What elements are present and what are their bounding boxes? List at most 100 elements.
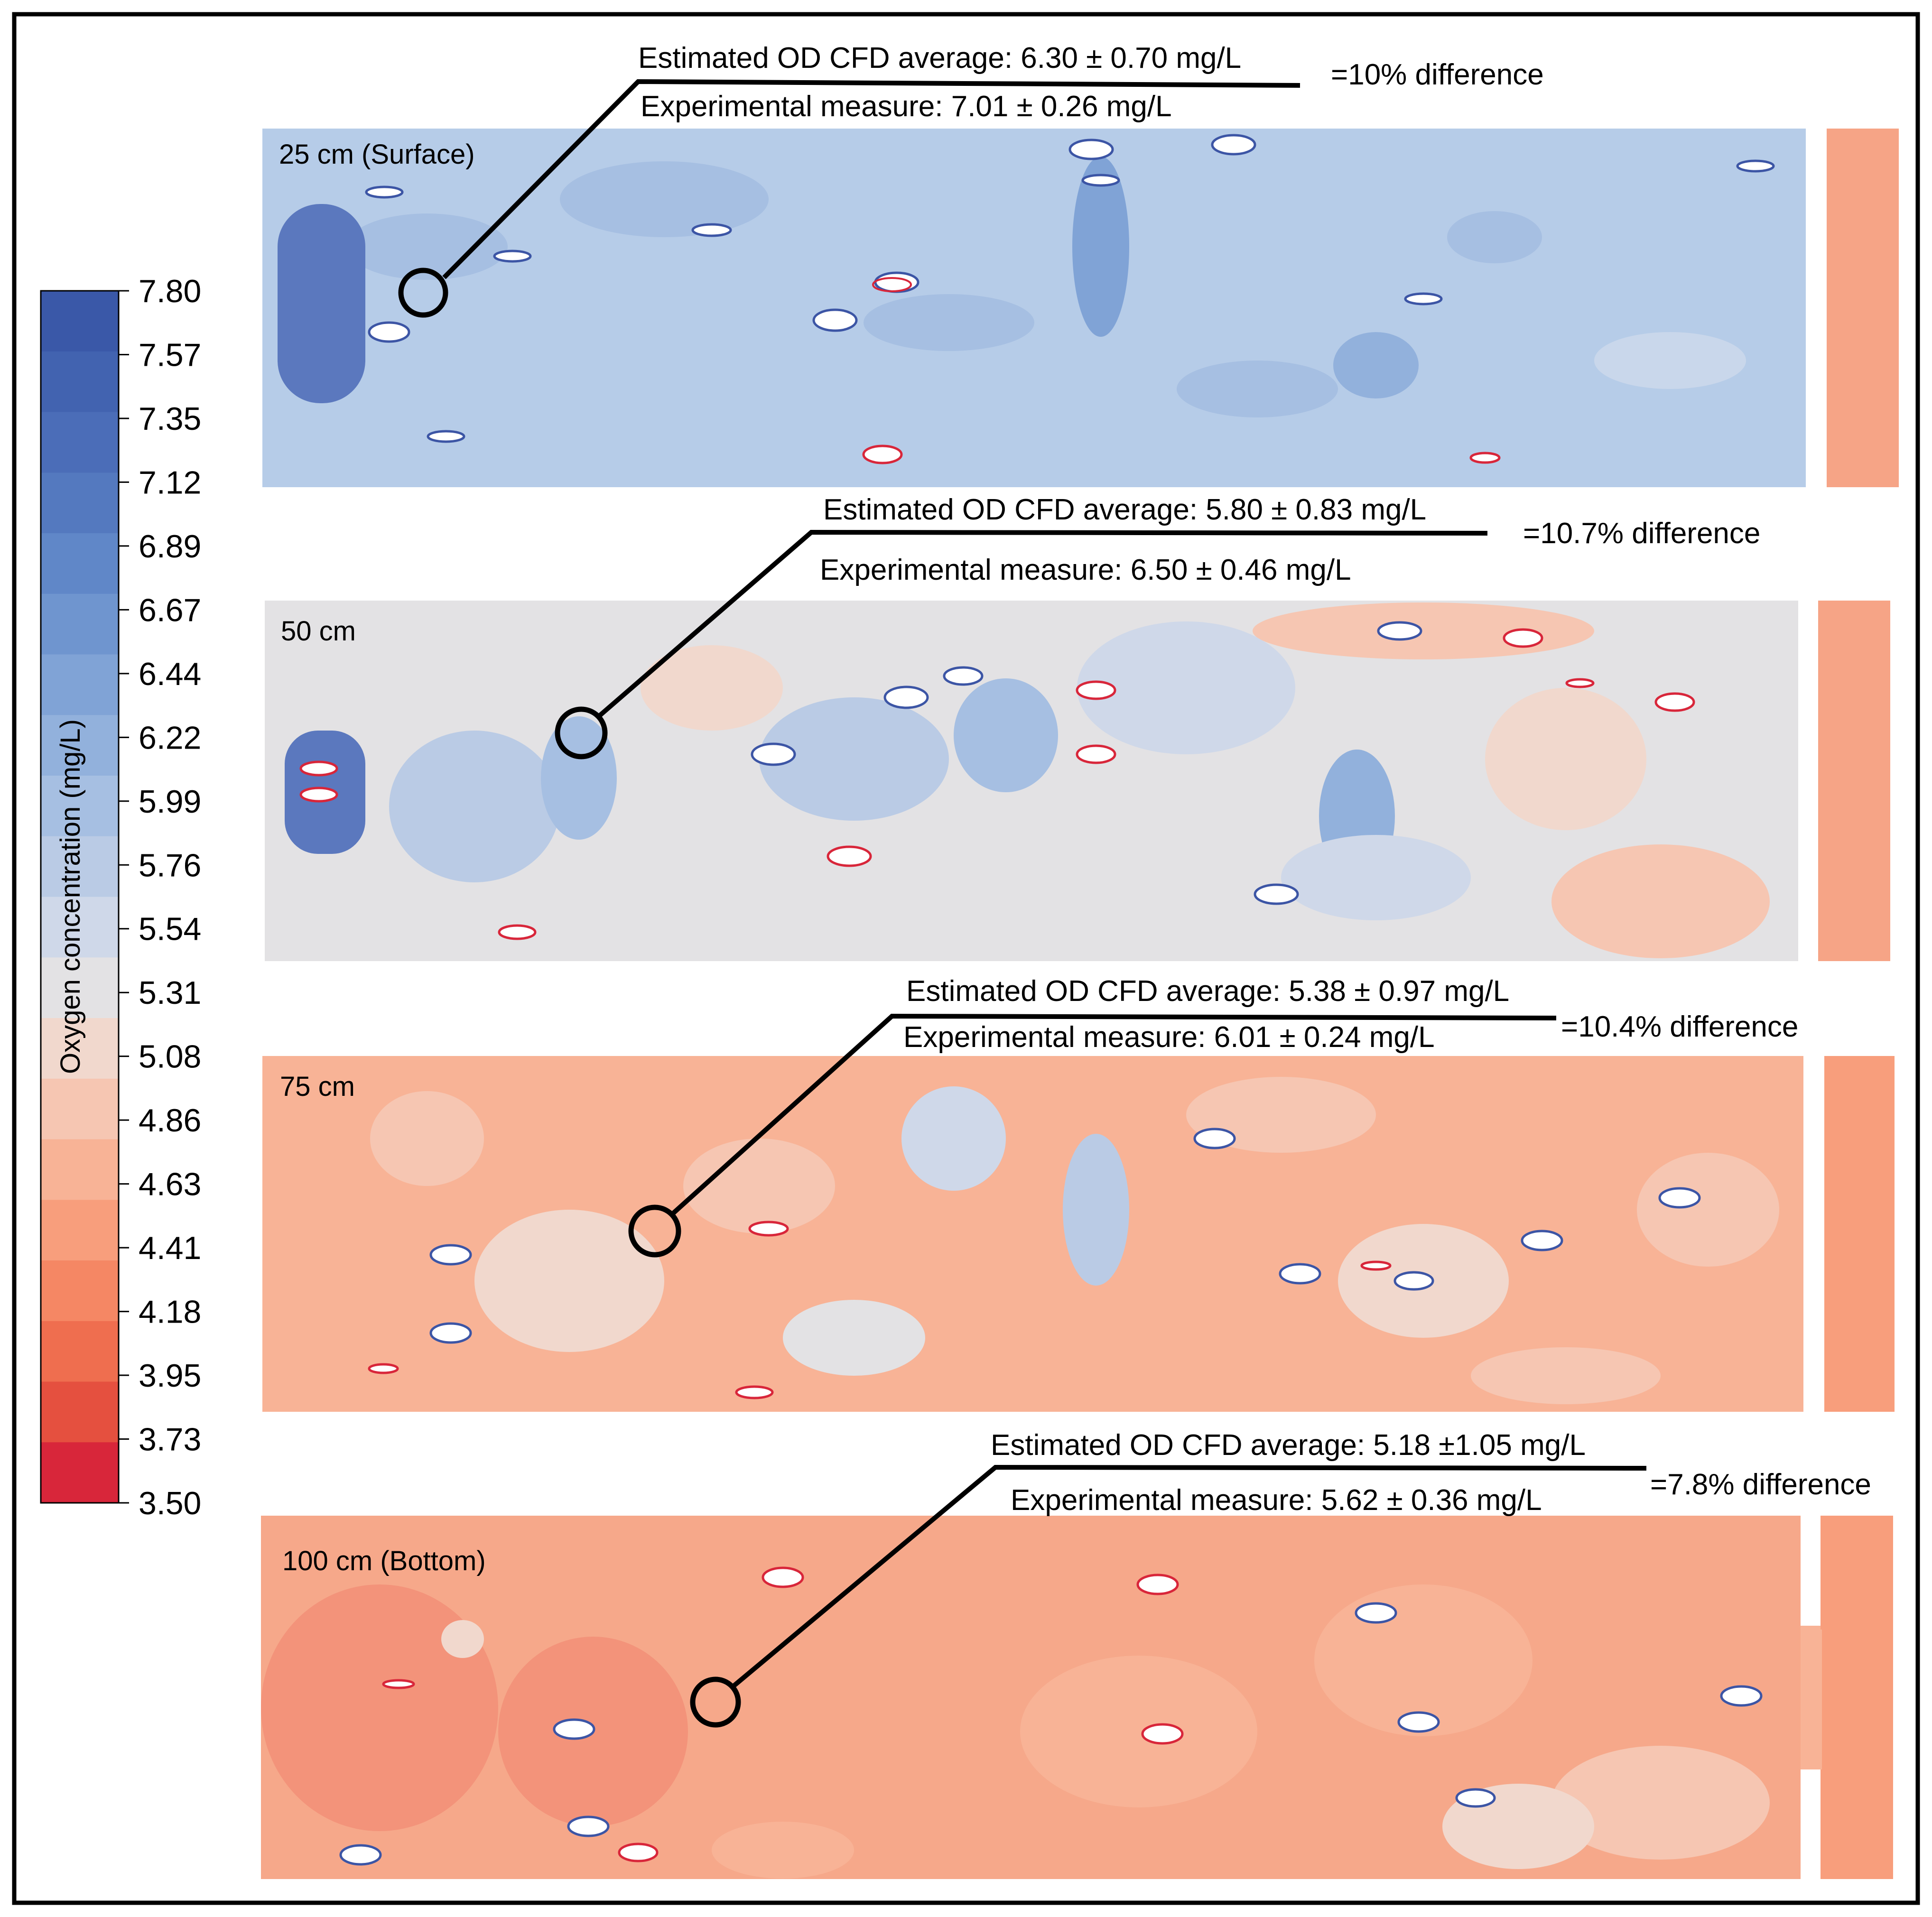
panel-50cm-cfd-label: Estimated OD CFD average: 5.80 ± 0.83 mg… xyxy=(823,493,1426,526)
panel-50cm-side-strip xyxy=(1818,601,1890,961)
colorbar-tick-label: 7.57 xyxy=(139,337,201,373)
colorbar-band xyxy=(41,593,119,655)
fish xyxy=(1141,1723,1184,1745)
fish xyxy=(368,1363,399,1374)
colorbar-band xyxy=(41,291,119,352)
colorbar-tick-label: 5.76 xyxy=(139,847,201,883)
fish xyxy=(762,1566,804,1588)
panel-100cm-side-strip xyxy=(1821,1516,1893,1879)
fish xyxy=(1720,1685,1763,1707)
colorbar-band xyxy=(41,776,119,837)
fish xyxy=(748,1221,789,1237)
panel-50cm-depth-label: 50 cm xyxy=(281,616,356,647)
fish xyxy=(618,1843,659,1862)
panel-100cm-sample-marker xyxy=(690,1676,741,1728)
panel-25cm-field xyxy=(262,129,1806,487)
panel-100cm-diff-label: =7.8% difference xyxy=(1650,1468,1871,1501)
colorbar-tick-label: 7.35 xyxy=(139,401,201,437)
fish xyxy=(943,666,984,686)
fish xyxy=(862,445,903,464)
colorbar-band xyxy=(41,715,119,776)
panel-25cm: 25 cm (Surface) Estimated OD CFD average… xyxy=(262,42,1899,487)
colorbar-tick-label: 5.08 xyxy=(139,1039,201,1075)
panel-75cm-leader-line xyxy=(670,1013,1557,1216)
fish xyxy=(874,271,920,293)
fish xyxy=(1455,1788,1496,1808)
colorbar-band xyxy=(41,1442,119,1503)
panel-25cm-exp-label: Experimental measure: 7.01 ± 0.26 mg/L xyxy=(641,90,1172,123)
panel-50cm-fish xyxy=(299,621,1695,940)
colorbar-tick-label: 4.63 xyxy=(139,1167,201,1203)
panel-100cm-exp-label: Experimental measure: 5.62 ± 0.36 mg/L xyxy=(1011,1484,1542,1517)
fish xyxy=(1658,1187,1701,1209)
fish xyxy=(1081,174,1120,187)
colorbar-tick-label: 7.12 xyxy=(139,464,201,500)
fish xyxy=(299,760,338,777)
colorbar-tick-label: 6.22 xyxy=(139,720,201,756)
panel-100cm-cfd-label: Estimated OD CFD average: 5.18 ±1.05 mg/… xyxy=(991,1429,1586,1462)
fish xyxy=(883,685,929,709)
panel-100cm-connector xyxy=(1801,1630,1822,1769)
fish xyxy=(1136,1574,1179,1595)
colorbar-tick-label: 4.86 xyxy=(139,1102,201,1139)
fish xyxy=(1211,134,1256,156)
fish xyxy=(1393,1271,1434,1291)
fish xyxy=(368,321,410,343)
fish xyxy=(429,1244,472,1266)
fish xyxy=(872,277,912,292)
colorbar-band xyxy=(41,1139,119,1201)
colorbar-band xyxy=(41,1078,119,1140)
colorbar-band xyxy=(41,654,119,716)
panel-100cm: 100 cm (Bottom) Estimated OD CFD average… xyxy=(261,1429,1893,1879)
panel-100cm-gap-bottom-cut xyxy=(1801,1769,1821,1879)
fish xyxy=(567,1815,610,1837)
panel-50cm-sample-marker xyxy=(555,706,608,759)
colorbar-tick-label: 6.67 xyxy=(139,592,201,628)
fish xyxy=(691,223,732,237)
colorbar-band xyxy=(41,351,119,413)
panel-25cm-cfd-label: Estimated OD CFD average: 6.30 ± 0.70 mg… xyxy=(638,42,1241,74)
colorbar-band xyxy=(41,1200,119,1261)
panel-100cm-fish xyxy=(339,1566,1763,1866)
colorbar-tick-label: 5.31 xyxy=(139,975,201,1011)
fish xyxy=(1503,628,1543,648)
panel-25cm-side-strip xyxy=(1827,129,1899,487)
fish xyxy=(1377,621,1422,641)
fish xyxy=(553,1718,595,1740)
panel-25cm-sample-marker xyxy=(398,268,448,318)
panel-75cm-exp-label: Experimental measure: 6.01 ± 0.24 mg/L xyxy=(903,1021,1435,1054)
colorbar-title: Oxygen concentration (mg/L) xyxy=(55,719,86,1074)
fish xyxy=(1254,883,1299,905)
colorbar-tick-label: 3.95 xyxy=(139,1358,201,1394)
panel-100cm-depth-label: 100 cm (Bottom) xyxy=(282,1546,486,1576)
colorbar-tick-label: 3.73 xyxy=(139,1422,201,1458)
colorbar-tick-label: 5.54 xyxy=(139,911,201,947)
colorbar-band xyxy=(41,1260,119,1322)
colorbar-ticks: 7.80 7.57 7.35 7.12 6.89 6.67 6.44 6.22 5.99 5.76… xyxy=(119,273,201,1521)
panel-75cm-fish xyxy=(368,1128,1701,1399)
panel-100cm-leader-line xyxy=(731,1464,1647,1688)
panel-100cm-patches xyxy=(261,1584,1770,1879)
panel-75cm: 75 cm Estimated OD CFD average: 5.38 ± 0… xyxy=(262,975,1895,1412)
fish xyxy=(429,1322,472,1344)
fish xyxy=(382,1679,415,1689)
panel-25cm-leader-line xyxy=(442,79,1300,279)
colorbar-bands xyxy=(41,291,119,1503)
colorbar-tick-label: 4.18 xyxy=(139,1294,201,1330)
colorbar-band xyxy=(41,1321,119,1382)
panel-50cm-diff-label: =10.7% difference xyxy=(1523,517,1760,550)
panel-25cm-diff-label: =10% difference xyxy=(1331,58,1544,91)
colorbar-tick-label: 5.99 xyxy=(139,784,201,820)
colorbar-tick-label: 4.41 xyxy=(139,1230,201,1266)
fish xyxy=(493,250,532,263)
panel-75cm-cfd-label: Estimated OD CFD average: 5.38 ± 0.97 mg… xyxy=(906,975,1509,1008)
fish xyxy=(1360,1260,1392,1271)
colorbar: 7.80 7.57 7.35 7.12 6.89 6.67 6.44 6.22 5.99 5.76… xyxy=(40,273,201,1521)
fish xyxy=(1469,452,1501,464)
fish xyxy=(1355,1602,1397,1624)
fish xyxy=(812,308,858,332)
fish xyxy=(1076,680,1116,700)
panel-75cm-patches xyxy=(370,1077,1779,1404)
colorbar-band xyxy=(41,412,119,473)
